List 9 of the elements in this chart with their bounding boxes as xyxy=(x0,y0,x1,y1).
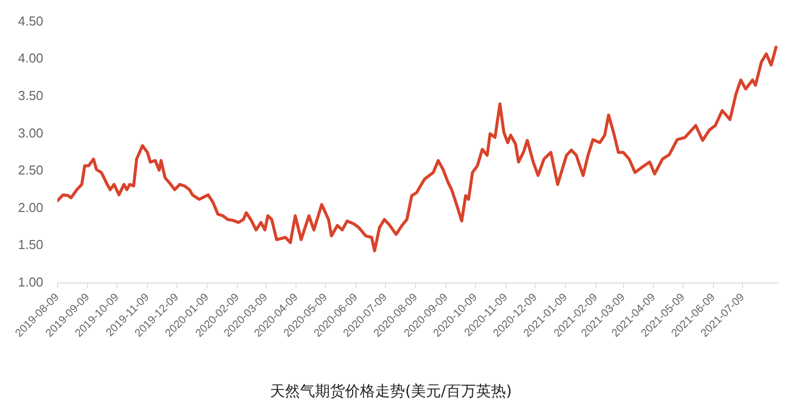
y-tick-label: 4.00 xyxy=(18,50,44,66)
y-tick-label: 3.00 xyxy=(18,125,44,140)
y-tick-label: 4.50 xyxy=(18,13,44,28)
y-tick-label: 1.50 xyxy=(18,237,44,252)
y-tick-label: 2.00 xyxy=(18,200,44,215)
y-tick-label: 3.50 xyxy=(18,88,44,103)
y-tick-label: 1.00 xyxy=(18,274,44,290)
text: 天然气期货价格走势(美元/百万英热) xyxy=(270,382,512,400)
y-tick-label: 2.50 xyxy=(18,162,44,178)
